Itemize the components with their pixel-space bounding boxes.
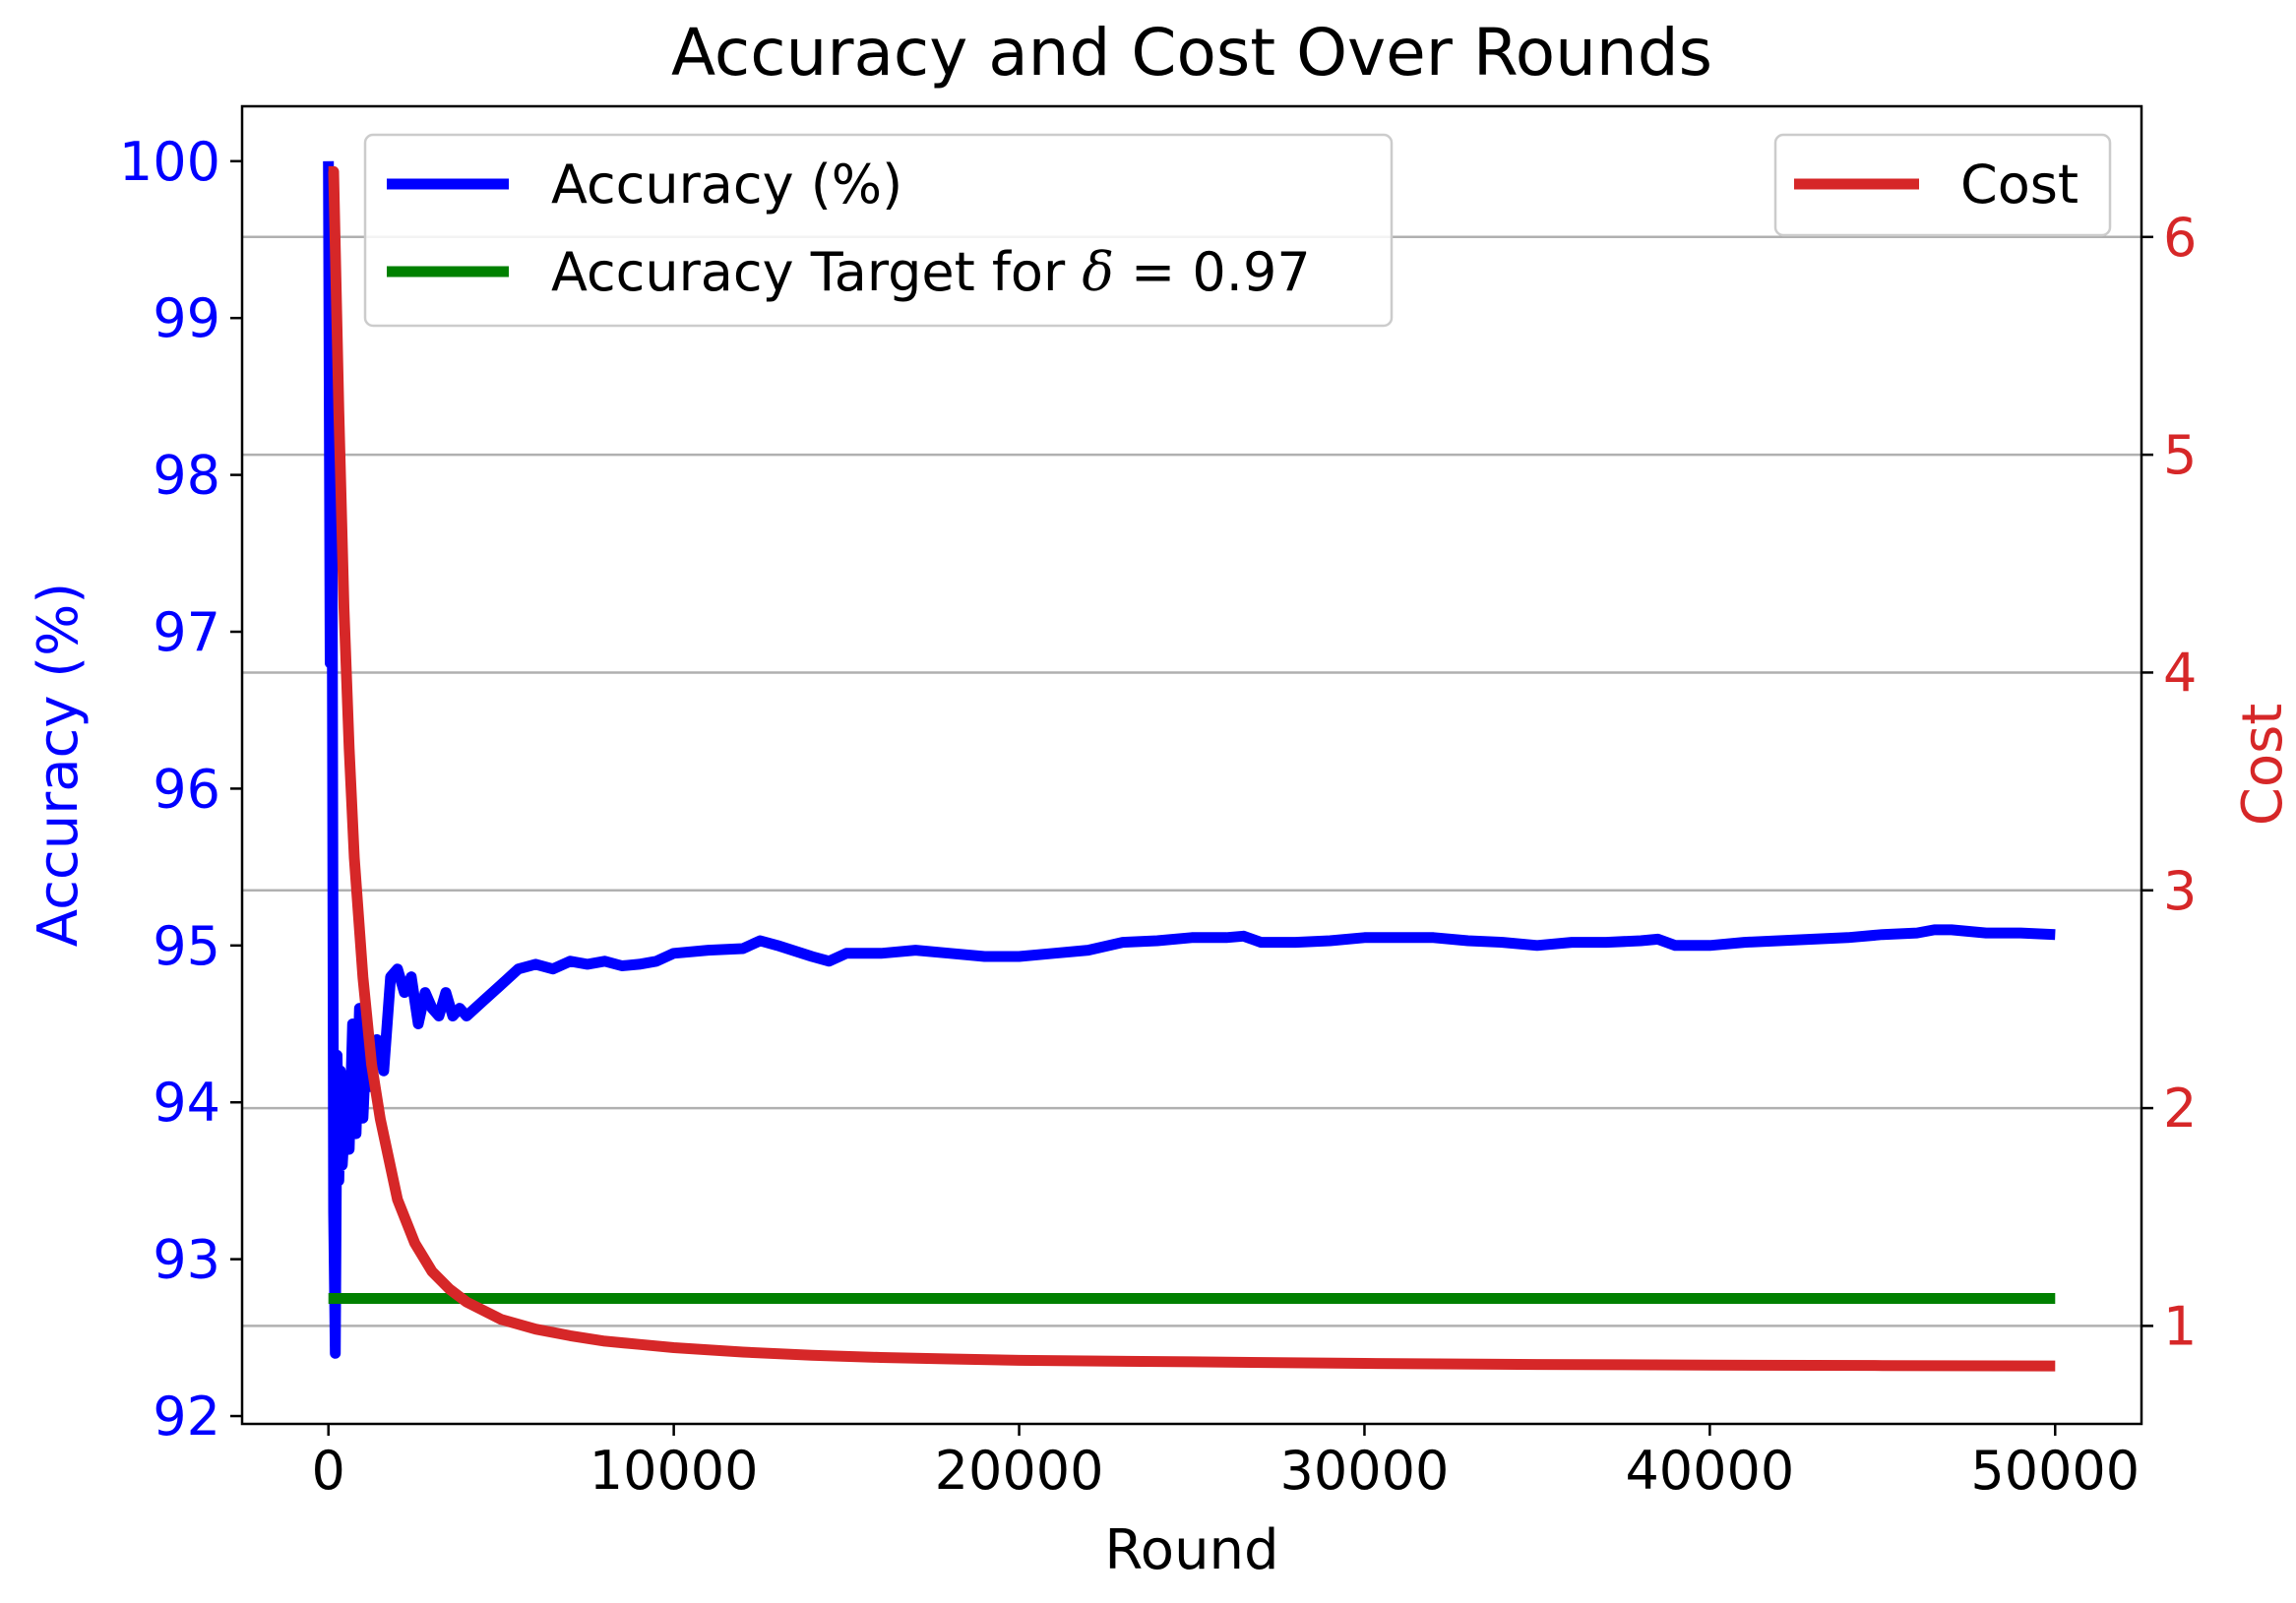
y-right-tick-label-4: 4 (2163, 642, 2197, 704)
legend-right-box (1773, 133, 2112, 237)
legend-cost-label: Cost (1960, 154, 2079, 216)
x-tick-label-20000: 20000 (935, 1440, 1104, 1502)
y-axis-right-label: Cost (2231, 704, 2295, 827)
y-right-tick-label-3: 3 (2163, 860, 2197, 922)
series-line-cost (328, 165, 2056, 1372)
series-line-accuracy (323, 160, 2056, 1359)
series-layer (323, 160, 2056, 1372)
y-right-tick-label-2: 2 (2163, 1078, 2197, 1140)
y-right-tick-label-1: 1 (2163, 1295, 2197, 1357)
y-left-tick-label-100: 100 (119, 131, 220, 193)
y-left-tick-label-92: 92 (153, 1386, 220, 1448)
y-axis-left-label: Accuracy (%) (27, 583, 91, 947)
y-left-tick-label-93: 93 (153, 1229, 220, 1291)
x-axis-label: Round (1104, 1518, 1278, 1582)
x-tick-label-40000: 40000 (1625, 1440, 1794, 1502)
legend-left: Accuracy (%) Accuracy Target for δ = 0.9… (363, 133, 1394, 328)
plot-frame (240, 104, 2143, 1426)
y-left-tick-label-98: 98 (153, 445, 220, 507)
chart-title: Accuracy and Cost Over Rounds (671, 15, 1712, 91)
y-left-tick-label-96: 96 (153, 758, 220, 820)
y-left-tick-label-99: 99 (153, 287, 220, 349)
x-tick-label-10000: 10000 (590, 1440, 759, 1502)
y-right-tick-label-5: 5 (2163, 424, 2197, 486)
y-left-tick-label-97: 97 (153, 601, 220, 663)
legend-target-label: Accuracy Target for δ = 0.97 (551, 241, 1311, 303)
y-right-tick-label-6: 6 (2163, 207, 2197, 269)
y-left-tick-label-95: 95 (153, 915, 220, 977)
y-left-tick-label-94: 94 (153, 1072, 220, 1134)
x-tick-label-50000: 50000 (1970, 1440, 2140, 1502)
legend-right: Cost (1773, 133, 2112, 237)
legend-accuracy-label: Accuracy (%) (551, 154, 902, 216)
axes: 0 10000 20000 30000 40000 50000 92 93 94 95 96 97 98… (119, 131, 2197, 1502)
x-tick-label-0: 0 (312, 1440, 345, 1502)
legend-target-label-suffix: = 0.97 (1114, 241, 1311, 303)
legend-target-label-prefix: Accuracy Target for (551, 241, 1082, 303)
legend-target-label-symbol: δ (1082, 241, 1114, 303)
x-tick-label-30000: 30000 (1280, 1440, 1450, 1502)
legend-left-box (363, 133, 1394, 328)
